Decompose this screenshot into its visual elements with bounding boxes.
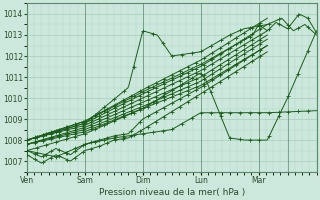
X-axis label: Pression niveau de la mer( hPa ): Pression niveau de la mer( hPa ) [99,188,245,197]
